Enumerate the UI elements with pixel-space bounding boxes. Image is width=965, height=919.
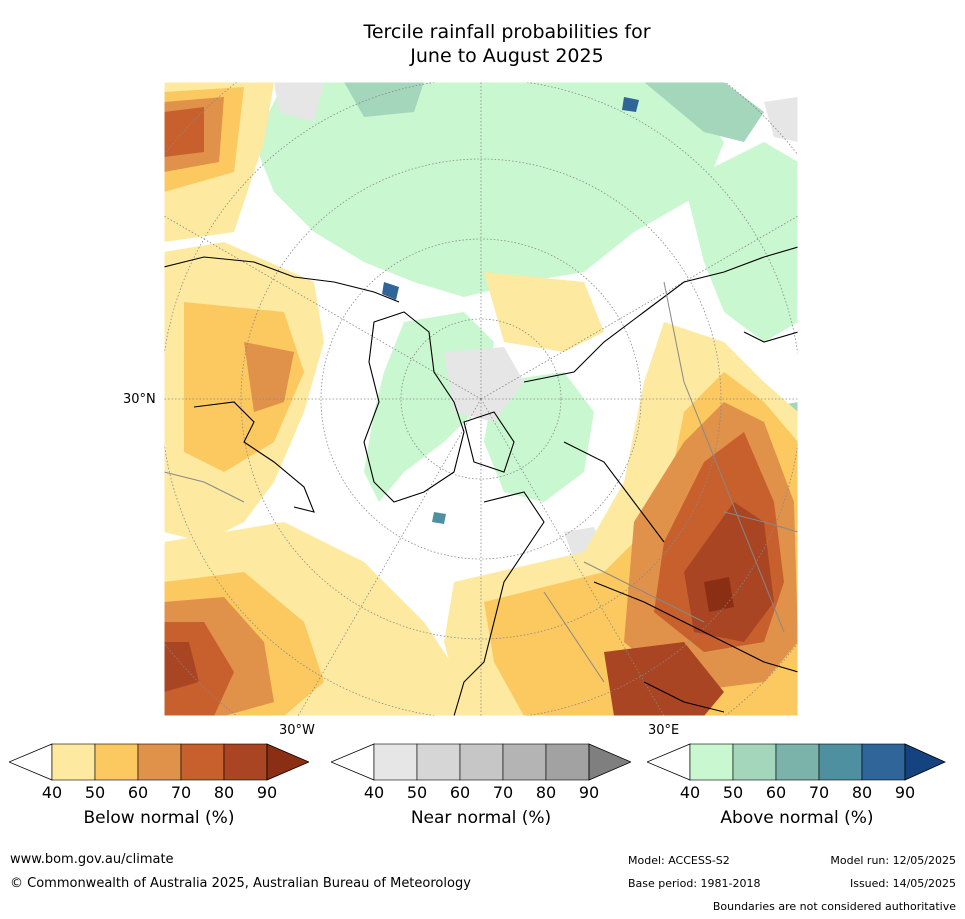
tick-80: 80 xyxy=(535,783,557,802)
title-line-1: Tercile rainfall probabilities for xyxy=(363,21,651,43)
cbar-near-bin-40-50 xyxy=(373,743,418,781)
colorbar-below-normal xyxy=(7,742,311,782)
cbar-near-bin-60-70 xyxy=(459,743,504,781)
cbar-below-bin-70-80 xyxy=(180,743,225,781)
tick-90: 90 xyxy=(578,783,600,802)
footer-disclaimer: Boundaries are not considered authoritat… xyxy=(712,900,956,913)
tick-40: 40 xyxy=(363,783,385,802)
tick-70: 70 xyxy=(808,783,830,802)
tick-70: 70 xyxy=(492,783,514,802)
cbar-above-label: Above normal (%) xyxy=(720,808,874,828)
cbar-above-bin-60-70 xyxy=(775,743,820,781)
below-normal-regions xyxy=(164,82,798,716)
footer-model-run: Model run: 12/05/2025 xyxy=(830,854,956,867)
cbar-below-bin-60-70 xyxy=(137,743,182,781)
title-line-2: June to August 2025 xyxy=(410,45,604,67)
tick-90: 90 xyxy=(894,783,916,802)
cbar-near-bin-50-60 xyxy=(416,743,461,781)
lon-label-30e: 30°E xyxy=(648,723,680,738)
lat-label-30n: 30°N xyxy=(123,392,156,407)
cbar-below-label: Below normal (%) xyxy=(83,808,235,828)
tick-70: 70 xyxy=(170,783,192,802)
footer-base-period: Base period: 1981-2018 xyxy=(628,877,761,890)
tick-90: 90 xyxy=(256,783,278,802)
tick-50: 50 xyxy=(406,783,428,802)
tick-60: 60 xyxy=(127,783,149,802)
tick-80: 80 xyxy=(213,783,235,802)
cbar-above-bin-50-60 xyxy=(732,743,777,781)
tick-40: 40 xyxy=(679,783,701,802)
cbar-above-bin-40-50 xyxy=(689,743,734,781)
footer-copyright: © Commonwealth of Australia 2025, Austra… xyxy=(10,876,471,891)
tercile-rainfall-map xyxy=(164,82,798,716)
tick-40: 40 xyxy=(41,783,63,802)
cbar-above-bin-80-90 xyxy=(861,743,906,781)
tick-50: 50 xyxy=(84,783,106,802)
tick-60: 60 xyxy=(449,783,471,802)
cbar-below-bin-50-60 xyxy=(94,743,139,781)
map-title: Tercile rainfall probabilities for June … xyxy=(0,20,965,68)
cbar-near-bin-80-90 xyxy=(545,743,590,781)
tick-50: 50 xyxy=(722,783,744,802)
footer-model: Model: ACCESS-S2 xyxy=(628,854,730,867)
cbar-near-bin-70-80 xyxy=(502,743,547,781)
colorbar-above-normal xyxy=(645,742,947,782)
tick-60: 60 xyxy=(765,783,787,802)
country-borders xyxy=(164,281,798,683)
cbar-below-bin-80-90 xyxy=(223,743,268,781)
colorbar-near-normal xyxy=(329,742,633,782)
cbar-near-label: Near normal (%) xyxy=(410,808,552,828)
footer-url: www.bom.gov.au/climate xyxy=(10,852,174,867)
footer-issued: Issued: 14/05/2025 xyxy=(849,877,956,890)
tick-80: 80 xyxy=(851,783,873,802)
cbar-below-bin-40-50 xyxy=(51,743,96,781)
lon-label-30w: 30°W xyxy=(279,723,315,738)
cbar-above-bin-70-80 xyxy=(818,743,863,781)
coastlines xyxy=(164,246,798,716)
graticule xyxy=(164,82,798,716)
